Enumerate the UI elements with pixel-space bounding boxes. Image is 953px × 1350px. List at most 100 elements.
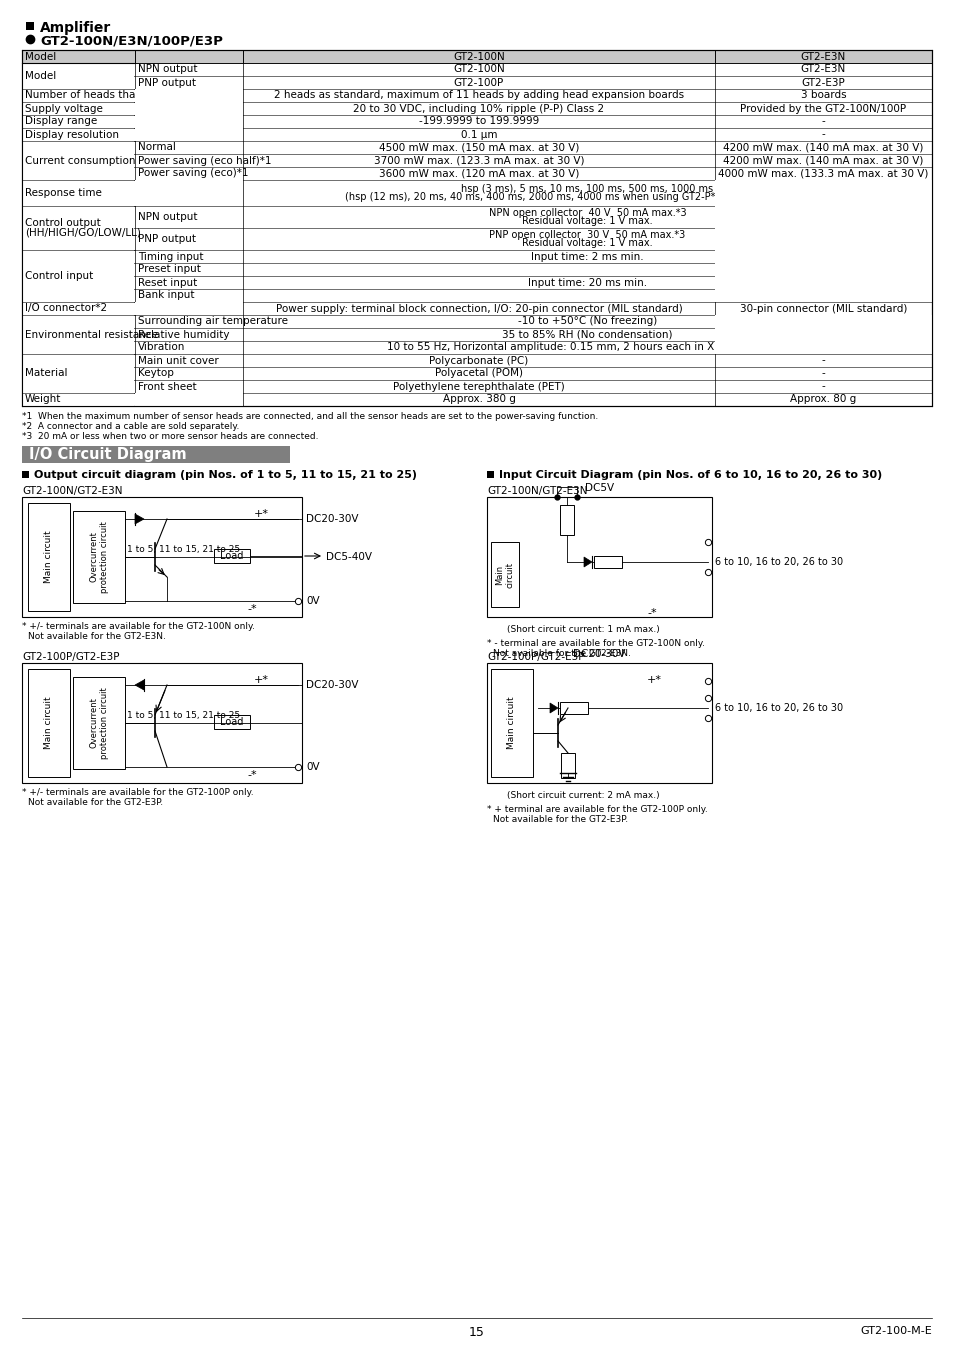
Bar [213, 549, 250, 563]
Text: GT2-100P/GT2-E3P: GT2-100P/GT2-E3P [486, 652, 584, 662]
Bar [23, 142, 134, 180]
Text: Current consumption: Current consumption [25, 155, 135, 166]
Text: 6 to 10, 16 to 20, 26 to 30: 6 to 10, 16 to 20, 26 to 30 [714, 558, 842, 567]
Text: 2 heads as standard, maximum of 11 heads by adding head expansion boards: 2 heads as standard, maximum of 11 heads… [274, 90, 683, 100]
Text: DC5V: DC5V [584, 483, 614, 493]
Text: *1  When the maximum number of sensor heads are connected, and all the sensor he: *1 When the maximum number of sensor hea… [22, 412, 598, 421]
Text: Bank input: Bank input [138, 290, 194, 301]
Bar [135, 393, 242, 406]
Text: (Short circuit current: 1 mA max.): (Short circuit current: 1 mA max.) [506, 625, 659, 634]
Text: PNP open collector  30 V  50 mA max.*3: PNP open collector 30 V 50 mA max.*3 [489, 230, 685, 240]
Text: Preset input: Preset input [138, 265, 201, 274]
Text: Residual voltage: 1 V max.: Residual voltage: 1 V max. [521, 216, 652, 227]
Bar [26, 22, 34, 30]
Text: Front sheet: Front sheet [138, 382, 196, 391]
Text: GT2-100N/GT2-E3N: GT2-100N/GT2-E3N [486, 486, 587, 495]
Text: 3600 mW max. (120 mA max. at 30 V): 3600 mW max. (120 mA max. at 30 V) [378, 169, 578, 178]
Bar [559, 702, 587, 714]
Polygon shape [583, 558, 592, 567]
Text: Not available for the GT2-E3P.: Not available for the GT2-E3P. [493, 815, 627, 824]
Text: Approx. 380 g: Approx. 380 g [442, 394, 515, 405]
Text: DC20-30V: DC20-30V [306, 514, 358, 524]
Text: 4200 mW max. (140 mA max. at 30 V): 4200 mW max. (140 mA max. at 30 V) [722, 155, 923, 166]
Bar [23, 316, 134, 354]
Text: GT2-100N/GT2-E3N: GT2-100N/GT2-E3N [22, 486, 122, 495]
Text: Environmental resistance: Environmental resistance [25, 329, 158, 339]
Text: -*: -* [646, 608, 656, 617]
Text: -10 to +50°C (No freezing): -10 to +50°C (No freezing) [517, 316, 657, 327]
Text: Display range: Display range [25, 116, 97, 127]
Text: Keytop: Keytop [138, 369, 173, 378]
Text: GT2-E3N: GT2-E3N [800, 51, 845, 62]
Text: Supply voltage: Supply voltage [25, 104, 103, 113]
Bar [23, 89, 134, 101]
Text: 1 to 5, 11 to 15, 21 to 25: 1 to 5, 11 to 15, 21 to 25 [127, 711, 240, 720]
Text: 35 to 85% RH (No condensation): 35 to 85% RH (No condensation) [501, 329, 672, 339]
Text: NPN output: NPN output [138, 212, 197, 221]
Text: Vibration: Vibration [138, 343, 185, 352]
Bar [135, 103, 242, 115]
Text: 3700 mW max. (123.3 mA max. at 30 V): 3700 mW max. (123.3 mA max. at 30 V) [374, 155, 583, 166]
Text: Input time: 2 ms min.: Input time: 2 ms min. [531, 251, 643, 262]
Text: -: - [821, 130, 824, 139]
Text: 15: 15 [469, 1326, 484, 1339]
Text: Main
circuit: Main circuit [495, 562, 515, 587]
Text: 4200 mW max. (140 mA max. at 30 V): 4200 mW max. (140 mA max. at 30 V) [722, 143, 923, 153]
Text: Power saving (eco half)*1: Power saving (eco half)*1 [138, 155, 272, 166]
Bar [135, 89, 242, 101]
Text: 6 to 10, 16 to 20, 26 to 30: 6 to 10, 16 to 20, 26 to 30 [714, 703, 842, 713]
Bar [23, 250, 134, 301]
Text: Main circuit: Main circuit [45, 697, 53, 749]
Text: (Short circuit current: 2 mA max.): (Short circuit current: 2 mA max.) [506, 791, 659, 801]
Text: Main circuit: Main circuit [507, 697, 516, 749]
Bar [491, 541, 518, 608]
Text: DC20-30V: DC20-30V [573, 649, 625, 659]
Text: Model: Model [25, 72, 56, 81]
Bar [715, 207, 931, 228]
Text: hsp (3 ms), 5 ms, 10 ms, 100 ms, 500 ms, 1000 ms: hsp (3 ms), 5 ms, 10 ms, 100 ms, 500 ms,… [461, 184, 713, 194]
Bar [715, 316, 931, 328]
Text: Provided by the GT2-100N/100P: Provided by the GT2-100N/100P [740, 104, 905, 113]
Text: Output circuit diagram (pin Nos. of 1 to 5, 11 to 15, 21 to 25): Output circuit diagram (pin Nos. of 1 to… [34, 470, 416, 481]
Bar [715, 342, 931, 354]
Text: Input Circuit Diagram (pin Nos. of 6 to 10, 16 to 20, 26 to 30): Input Circuit Diagram (pin Nos. of 6 to … [498, 470, 882, 481]
Bar [22, 50, 931, 63]
Text: -: - [821, 116, 824, 127]
Text: Control input: Control input [25, 271, 93, 281]
Text: Polycarbonate (PC): Polycarbonate (PC) [429, 355, 528, 366]
Text: (hsp (12 ms), 20 ms, 40 ms, 400 ms, 2000 ms, 4000 ms when using GT2-P**** with a: (hsp (12 ms), 20 ms, 40 ms, 400 ms, 2000… [345, 192, 829, 202]
Text: 4000 mW max. (133.3 mA max. at 30 V): 4000 mW max. (133.3 mA max. at 30 V) [718, 169, 927, 178]
Text: Power saving (eco)*1: Power saving (eco)*1 [138, 169, 248, 178]
Text: Input time: 20 ms min.: Input time: 20 ms min. [527, 278, 646, 288]
Bar [560, 753, 575, 778]
Bar [715, 181, 931, 205]
Bar [22, 497, 302, 617]
Bar [135, 128, 242, 140]
Text: I/O Circuit Diagram: I/O Circuit Diagram [29, 447, 187, 462]
Text: +*: +* [253, 675, 269, 684]
Text: GT2-E3N: GT2-E3N [800, 65, 845, 74]
Text: Overcurrent
protection circuit: Overcurrent protection circuit [90, 687, 109, 759]
Text: -*: -* [247, 603, 256, 613]
Text: *2  A connector and a cable are sold separately.: *2 A connector and a cable are sold sepa… [22, 423, 239, 431]
Text: Control output: Control output [25, 219, 101, 228]
Bar [715, 277, 931, 289]
Text: Relative humidity: Relative humidity [138, 329, 230, 339]
Text: Response time: Response time [25, 188, 102, 198]
Text: Main unit cover: Main unit cover [138, 355, 218, 366]
Text: Polyethylene terephthalate (PET): Polyethylene terephthalate (PET) [393, 382, 564, 391]
Text: Load: Load [220, 717, 243, 728]
Bar [135, 115, 242, 128]
Text: GT2-100P: GT2-100P [454, 77, 503, 88]
Text: GT2-100-M-E: GT2-100-M-E [860, 1326, 931, 1336]
Text: PNP output: PNP output [138, 77, 195, 88]
Text: -: - [821, 369, 824, 378]
Polygon shape [550, 703, 558, 713]
Bar [559, 505, 574, 535]
Polygon shape [135, 680, 144, 690]
Bar [23, 63, 134, 89]
Text: NPN open collector  40 V  50 mA max.*3: NPN open collector 40 V 50 mA max.*3 [488, 208, 685, 217]
Bar [715, 263, 931, 275]
Bar [213, 716, 250, 729]
Text: * - terminal are available for the GT2-100N only.: * - terminal are available for the GT2-1… [486, 639, 704, 648]
